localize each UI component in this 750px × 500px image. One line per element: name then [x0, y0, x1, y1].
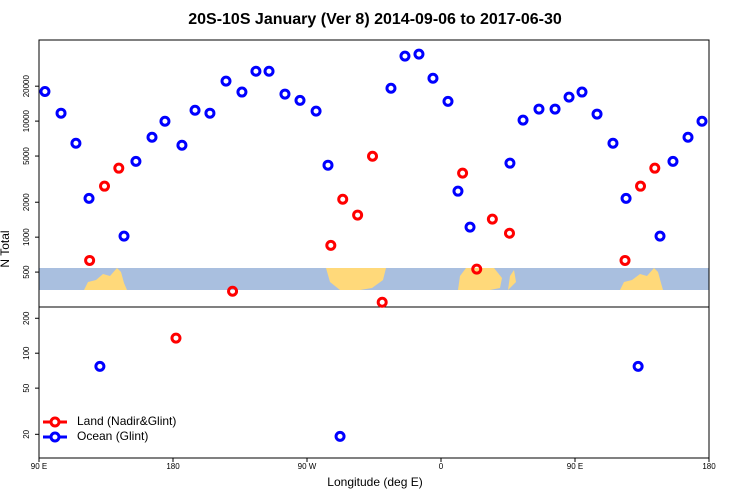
point	[294, 94, 306, 106]
point	[99, 180, 111, 192]
point	[682, 131, 694, 143]
y-tick-label: 20	[22, 429, 31, 438]
point	[159, 115, 171, 127]
point	[533, 103, 545, 115]
point	[457, 167, 469, 179]
point	[263, 65, 275, 77]
point	[591, 108, 603, 120]
legend-label: Ocean (Glint)	[77, 429, 148, 443]
point	[322, 159, 334, 171]
point	[236, 86, 248, 98]
x-tick-label: 90 E	[567, 462, 583, 471]
point	[667, 155, 679, 167]
y-tick-label: 2000	[22, 193, 31, 211]
point	[471, 263, 483, 275]
y-tick-label: 100	[22, 346, 31, 360]
point	[118, 230, 130, 242]
legend-marker	[49, 431, 61, 443]
point	[367, 150, 379, 162]
point	[310, 105, 322, 117]
point	[220, 75, 232, 87]
point	[113, 162, 125, 174]
point	[464, 221, 476, 233]
y-tick-label: 20000	[22, 75, 31, 98]
point	[189, 104, 201, 116]
x-tick-label: 180	[166, 462, 180, 471]
point	[649, 162, 661, 174]
point	[607, 137, 619, 149]
point	[413, 48, 425, 60]
point	[250, 65, 262, 77]
point	[452, 185, 464, 197]
x-axis-label: Longitude (deg E)	[327, 475, 422, 489]
point	[352, 209, 364, 221]
y-axis-label: N Total	[0, 230, 12, 267]
point	[486, 213, 498, 225]
x-tick-label: 90 W	[298, 462, 317, 471]
chart-title: 20S-10S January (Ver 8) 2014-09-06 to 20…	[188, 11, 562, 28]
point	[503, 227, 515, 239]
point	[632, 360, 644, 372]
point	[204, 107, 216, 119]
point	[549, 103, 561, 115]
point	[576, 86, 588, 98]
point	[696, 115, 708, 127]
point	[170, 332, 182, 344]
y-tick-label: 500	[22, 265, 31, 279]
y-tick-label: 5000	[22, 147, 31, 165]
point	[442, 95, 454, 107]
point	[70, 137, 82, 149]
point	[55, 107, 67, 119]
y-tick-label: 50	[22, 383, 31, 392]
point	[619, 254, 631, 266]
legend-marker	[49, 416, 61, 428]
y-tick-label: 200	[22, 311, 31, 325]
point	[39, 85, 51, 97]
point	[620, 192, 632, 204]
point	[504, 157, 516, 169]
point	[325, 239, 337, 251]
point	[176, 139, 188, 151]
point	[227, 285, 239, 297]
point	[94, 360, 106, 372]
y-tick-label: 10000	[22, 109, 31, 132]
point	[83, 192, 95, 204]
point	[399, 50, 411, 62]
point	[146, 131, 158, 143]
point	[334, 430, 346, 442]
point	[279, 88, 291, 100]
point	[563, 91, 575, 103]
point	[654, 230, 666, 242]
point	[517, 114, 529, 126]
x-tick-label: 180	[702, 462, 716, 471]
point	[337, 193, 349, 205]
point	[385, 82, 397, 94]
legend-label: Land (Nadir&Glint)	[77, 414, 176, 428]
point	[635, 180, 647, 192]
x-tick-label: 90 E	[31, 462, 47, 471]
point	[130, 155, 142, 167]
point	[84, 254, 96, 266]
y-tick-label: 1000	[22, 228, 31, 246]
point	[376, 296, 388, 308]
x-tick-label: 0	[439, 462, 444, 471]
map-strip	[39, 268, 709, 290]
point	[427, 72, 439, 84]
plot-frame	[38, 39, 710, 459]
